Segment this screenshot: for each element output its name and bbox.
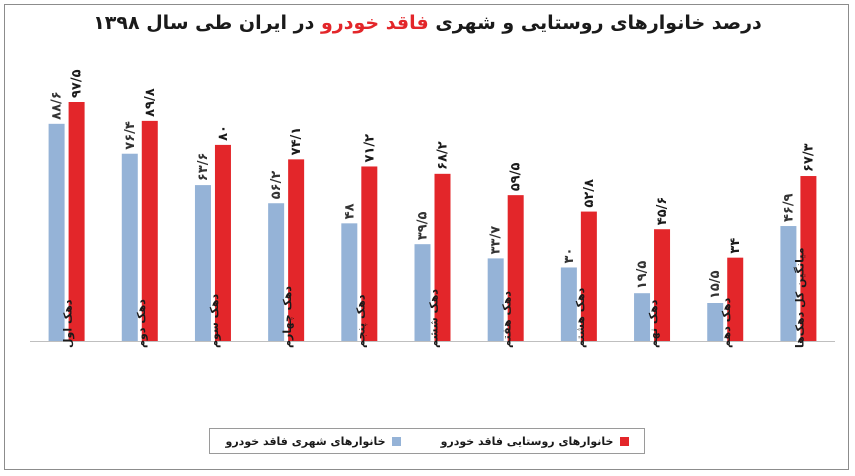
title-suffix: در ایران طی سال ۱۳۹۸: [93, 12, 315, 34]
bar-urban-2: [194, 185, 211, 341]
bar-rural-8: [654, 229, 671, 341]
value-label-urban-7: ۳۰: [562, 248, 577, 264]
value-label-urban-9: ۱۵/۵: [708, 270, 723, 299]
legend-swatch-rural: [619, 436, 629, 446]
title-highlight: فاقد خودرو: [320, 12, 429, 34]
category-label-8: دهک نهم: [647, 299, 660, 348]
category-label-9: دهک دهم: [720, 297, 733, 348]
category-label-10: میانگین کل دهک‌ها: [793, 247, 806, 348]
bar-urban-6: [487, 258, 504, 341]
bar-urban-3: [268, 203, 285, 341]
category-label-2: دهک سوم: [208, 294, 221, 348]
value-label-urban-0: ۸۸/۶: [50, 91, 65, 120]
title-prefix: درصد خانوارهای روستایی و شهری: [435, 12, 762, 34]
legend-item-rural: خانوارهای روستایی فاقد خودرو: [441, 435, 629, 448]
legend-label-urban: خانوارهای شهری فاقد خودرو: [225, 434, 386, 448]
value-label-rural-6: ۵۹/۵: [509, 163, 524, 192]
value-label-rural-8: ۴۵/۶: [655, 197, 670, 226]
category-label-5: دهک ششم: [428, 289, 441, 348]
legend-item-urban: خانوارهای شهری فاقد خودرو: [226, 435, 401, 448]
category-label-4: دهک پنجم: [354, 294, 367, 348]
bar-rural-1: [141, 120, 158, 341]
value-label-urban-5: ۳۹/۵: [416, 212, 431, 241]
value-label-urban-10: ۴۶/۹: [781, 193, 796, 222]
category-label-3: دهک چهارم: [281, 286, 294, 348]
value-label-urban-6: ۳۳/۷: [489, 226, 504, 255]
category-label-0: دهک اول: [62, 299, 75, 348]
bar-urban-1: [121, 153, 138, 341]
value-label-urban-1: ۷۶/۴: [123, 121, 138, 150]
value-label-rural-4: ۷۱/۲: [362, 134, 377, 163]
bar-rural-4: [361, 166, 378, 341]
value-label-urban-3: ۵۶/۲: [269, 171, 284, 200]
bar-urban-4: [341, 223, 358, 341]
category-label-6: دهک هفتم: [501, 291, 514, 348]
category-label-7: دهک هشتم: [574, 287, 587, 348]
value-label-rural-9: ۳۴: [728, 238, 743, 254]
bar-rural-10: [800, 176, 817, 341]
bar-urban-0: [48, 123, 65, 342]
value-label-rural-7: ۵۲/۸: [582, 179, 597, 208]
bar-rural-0: [68, 102, 85, 341]
value-label-rural-5: ۶۸/۲: [436, 141, 451, 170]
bar-urban-9: [707, 303, 724, 341]
value-label-rural-1: ۸۹/۸: [143, 88, 158, 117]
chart-title: درصد خانوارهای روستایی و شهری فاقد خودرو…: [0, 12, 855, 34]
bar-rural-5: [434, 173, 451, 341]
bar-rural-7: [580, 211, 597, 341]
value-label-urban-4: ۴۸: [342, 203, 357, 219]
value-label-urban-2: ۶۳/۶: [196, 153, 211, 182]
value-label-rural-10: ۶۷/۳: [801, 143, 816, 172]
category-label-1: دهک دوم: [135, 299, 148, 348]
value-label-rural-2: ۸۰: [216, 125, 231, 141]
bar-urban-10: [780, 226, 797, 341]
chart-legend: خانوارهای روستایی فاقد خودرو خانوارهای ش…: [209, 428, 645, 454]
bar-urban-8: [634, 293, 651, 341]
value-label-rural-3: ۷۴/۱: [289, 127, 304, 156]
legend-swatch-urban: [391, 436, 401, 446]
bar-rural-6: [507, 195, 524, 341]
bar-rural-2: [214, 144, 231, 341]
bar-rural-3: [288, 159, 305, 341]
bar-rural-9: [727, 257, 744, 341]
legend-label-rural: خانوارهای روستایی فاقد خودرو: [440, 434, 614, 448]
value-label-urban-8: ۱۹/۵: [635, 261, 650, 290]
bar-urban-5: [414, 244, 431, 341]
bar-urban-7: [560, 267, 577, 341]
value-label-rural-0: ۹۷/۵: [70, 69, 85, 98]
